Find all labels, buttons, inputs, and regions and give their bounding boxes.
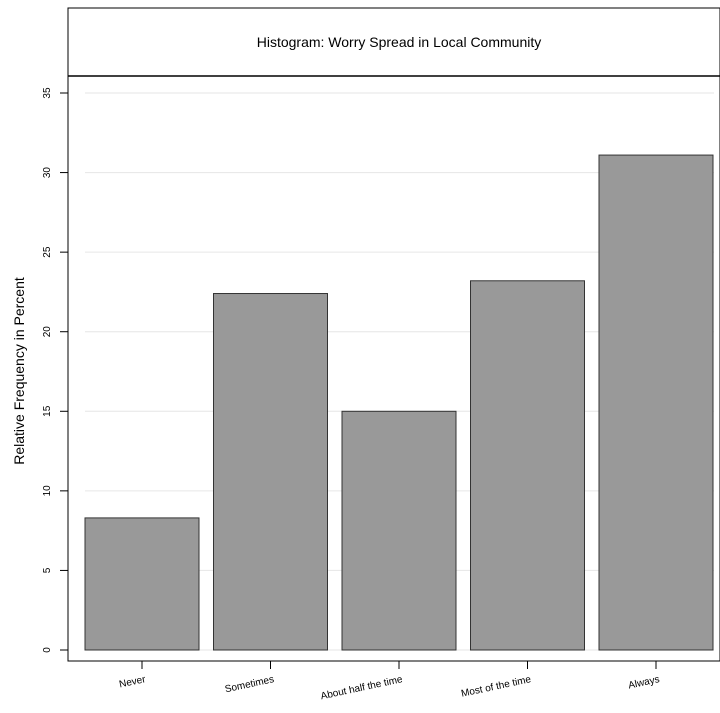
bar <box>470 280 585 651</box>
x-tick-label: Always <box>627 674 660 691</box>
bar <box>213 293 328 651</box>
chart-title: Histogram: Worry Spread in Local Communi… <box>257 34 542 50</box>
y-tick-label: 25 <box>42 246 53 258</box>
x-tick-label: Most of the time <box>460 674 532 700</box>
x-axis: Never Sometimes About half the time Most of… <box>118 660 720 702</box>
bar <box>84 517 200 651</box>
x-tick-label: Never <box>118 674 147 690</box>
y-tick-label: 30 <box>42 167 53 179</box>
y-axis: 0 5 10 15 20 25 30 35 <box>42 87 69 653</box>
bar <box>341 410 457 651</box>
y-tick-label: 15 <box>42 405 53 417</box>
bars <box>84 154 714 651</box>
bar <box>598 154 714 651</box>
x-tick-label: About half the time <box>320 674 404 702</box>
y-tick-label: 35 <box>42 87 53 99</box>
x-tick-label: Sometimes <box>224 674 275 695</box>
y-tick-label: 10 <box>42 485 53 497</box>
y-tick-label: 5 <box>42 567 53 573</box>
y-axis-title: Relative Frequency in Percent <box>11 277 27 465</box>
y-tick-label: 20 <box>42 326 53 338</box>
y-tick-label: 0 <box>42 647 53 653</box>
